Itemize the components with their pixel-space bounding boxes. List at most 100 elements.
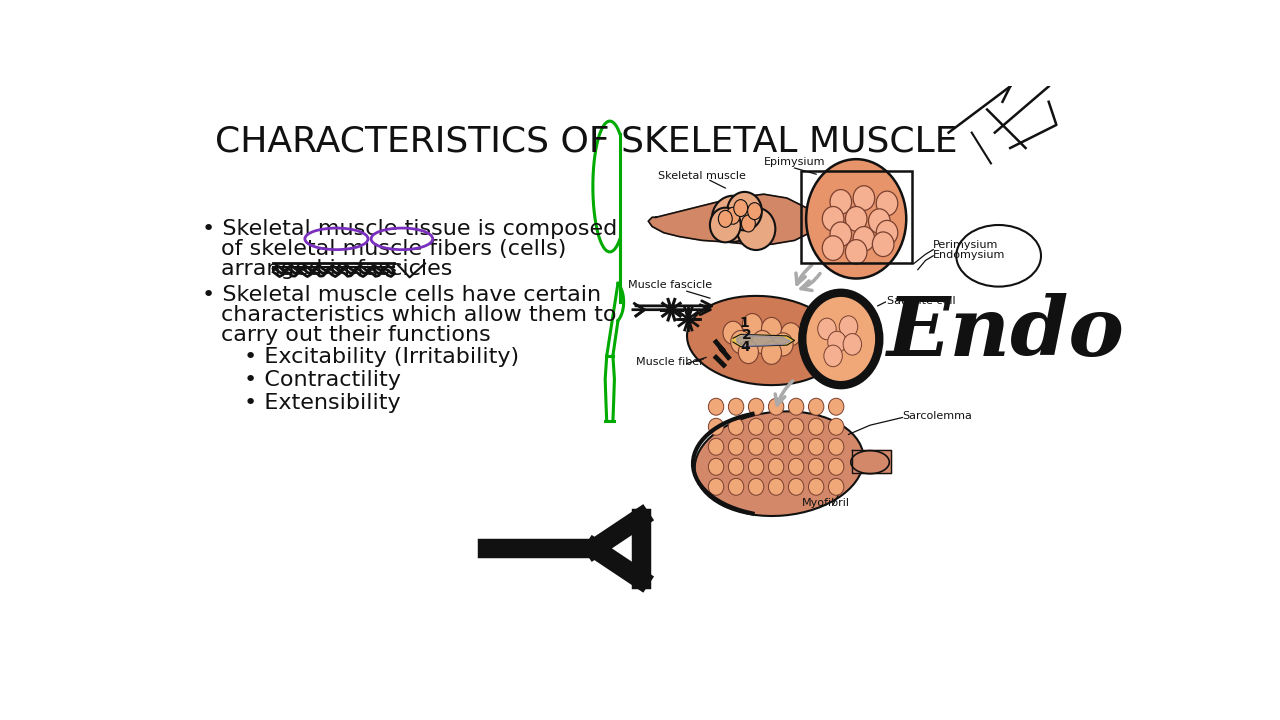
Text: Endo: Endo: [887, 293, 1125, 373]
Ellipse shape: [723, 321, 742, 344]
Ellipse shape: [733, 199, 748, 217]
Text: Myofibril: Myofibril: [801, 498, 850, 508]
Ellipse shape: [768, 398, 783, 415]
Ellipse shape: [728, 398, 744, 415]
Ellipse shape: [788, 398, 804, 415]
Ellipse shape: [869, 209, 890, 233]
Ellipse shape: [828, 459, 844, 475]
Ellipse shape: [828, 331, 846, 353]
Ellipse shape: [695, 411, 864, 516]
Ellipse shape: [768, 478, 783, 495]
Text: Epimysium: Epimysium: [764, 157, 826, 167]
Polygon shape: [737, 335, 791, 346]
Ellipse shape: [753, 330, 772, 354]
Polygon shape: [648, 194, 818, 244]
Ellipse shape: [818, 318, 836, 340]
Text: carry out their functions: carry out their functions: [221, 325, 490, 345]
Ellipse shape: [708, 459, 723, 475]
Ellipse shape: [788, 459, 804, 475]
Ellipse shape: [726, 207, 740, 224]
Text: Satellite cell: Satellite cell: [887, 295, 956, 305]
Ellipse shape: [809, 438, 824, 455]
Ellipse shape: [809, 418, 824, 435]
Text: 4: 4: [741, 341, 750, 354]
Ellipse shape: [877, 220, 897, 245]
Ellipse shape: [749, 398, 764, 415]
Ellipse shape: [845, 207, 867, 231]
Ellipse shape: [749, 459, 764, 475]
Ellipse shape: [728, 418, 744, 435]
Ellipse shape: [828, 418, 844, 435]
Text: • Skeletal muscle cells have certain: • Skeletal muscle cells have certain: [202, 285, 600, 305]
Ellipse shape: [828, 438, 844, 455]
Text: Perimysium: Perimysium: [933, 240, 998, 250]
Ellipse shape: [781, 323, 801, 346]
Ellipse shape: [809, 398, 824, 415]
Polygon shape: [852, 450, 891, 473]
Ellipse shape: [728, 478, 744, 495]
Ellipse shape: [809, 459, 824, 475]
Ellipse shape: [708, 418, 723, 435]
Text: of skeletal muscle fibers (cells): of skeletal muscle fibers (cells): [221, 239, 566, 259]
Text: Skeletal muscle: Skeletal muscle: [658, 171, 746, 181]
Text: Sarcolemma: Sarcolemma: [902, 411, 973, 421]
Ellipse shape: [840, 316, 858, 338]
Text: 1: 1: [739, 316, 749, 330]
Ellipse shape: [731, 330, 750, 354]
Ellipse shape: [708, 478, 723, 495]
Ellipse shape: [749, 478, 764, 495]
Ellipse shape: [742, 313, 763, 337]
Ellipse shape: [762, 318, 782, 341]
Ellipse shape: [829, 222, 851, 246]
Ellipse shape: [845, 240, 867, 264]
Ellipse shape: [773, 333, 794, 356]
Ellipse shape: [768, 459, 783, 475]
Ellipse shape: [739, 341, 759, 364]
Ellipse shape: [718, 210, 732, 228]
Text: CHARACTERISTICS OF SKELETAL MUSCLE: CHARACTERISTICS OF SKELETAL MUSCLE: [215, 125, 957, 159]
Ellipse shape: [788, 438, 804, 455]
Ellipse shape: [749, 418, 764, 435]
Ellipse shape: [737, 207, 776, 250]
Text: 2: 2: [742, 328, 751, 342]
Ellipse shape: [844, 333, 861, 355]
Ellipse shape: [822, 207, 844, 231]
Ellipse shape: [829, 189, 851, 215]
Ellipse shape: [727, 192, 762, 230]
Ellipse shape: [803, 293, 879, 385]
Text: characteristics which allow them to: characteristics which allow them to: [221, 305, 617, 325]
Ellipse shape: [748, 202, 762, 220]
Text: • Excitability (Irritability): • Excitability (Irritability): [244, 346, 520, 366]
Ellipse shape: [768, 418, 783, 435]
Ellipse shape: [788, 418, 804, 435]
Ellipse shape: [710, 207, 741, 243]
Ellipse shape: [854, 227, 874, 251]
Text: Muscle fiber: Muscle fiber: [636, 357, 704, 367]
Ellipse shape: [828, 478, 844, 495]
Bar: [801, 171, 913, 264]
Ellipse shape: [788, 478, 804, 495]
Ellipse shape: [749, 438, 764, 455]
Ellipse shape: [708, 398, 723, 415]
Ellipse shape: [806, 159, 906, 279]
Ellipse shape: [728, 459, 744, 475]
Ellipse shape: [851, 451, 890, 474]
Polygon shape: [733, 334, 795, 346]
Text: • Contractility: • Contractility: [244, 370, 401, 390]
Ellipse shape: [828, 398, 844, 415]
Text: • Skeletal muscle tissue is composed: • Skeletal muscle tissue is composed: [202, 219, 617, 239]
Ellipse shape: [873, 232, 893, 256]
Text: Muscle fascicle: Muscle fascicle: [627, 280, 712, 290]
Ellipse shape: [708, 438, 723, 455]
Text: Endomysium: Endomysium: [933, 250, 1006, 260]
Ellipse shape: [956, 225, 1041, 287]
Ellipse shape: [809, 478, 824, 495]
Ellipse shape: [824, 345, 842, 366]
Ellipse shape: [687, 296, 841, 385]
Ellipse shape: [822, 235, 844, 261]
Text: arranged in fascicles: arranged in fascicles: [221, 259, 452, 279]
Ellipse shape: [762, 341, 782, 364]
Ellipse shape: [768, 438, 783, 455]
Ellipse shape: [741, 215, 755, 232]
Ellipse shape: [712, 196, 754, 242]
